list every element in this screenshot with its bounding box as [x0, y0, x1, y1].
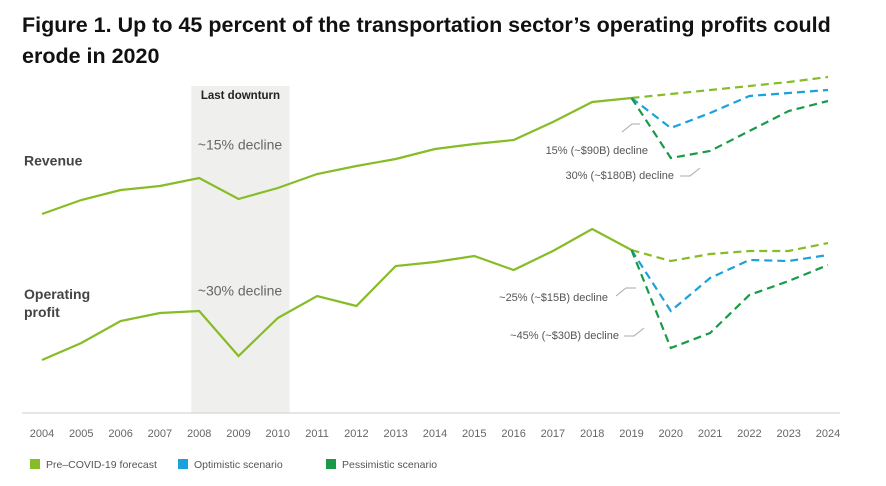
- legend-label: Optimistic scenario: [194, 459, 283, 471]
- annotation: ~25% (~$15B) decline: [499, 292, 608, 304]
- x-tick-label: 2007: [148, 428, 172, 440]
- series-line: [630, 88, 829, 130]
- x-tick-label: 2014: [423, 428, 447, 440]
- legend-swatch: [326, 459, 336, 469]
- series-line: [630, 249, 829, 313]
- series-line: [630, 249, 829, 350]
- x-tick-label: 2016: [501, 428, 525, 440]
- x-tick-label: 2022: [737, 428, 761, 440]
- legend-label: Pessimistic scenario: [342, 459, 437, 471]
- series-line: [41, 227, 633, 362]
- x-tick-label: 2020: [659, 428, 683, 440]
- annotation: 15% (~$90B) decline: [546, 145, 648, 157]
- downturn-band: [191, 86, 290, 413]
- annotation: 30% (~$180B) decline: [565, 170, 674, 182]
- legend-swatch: [30, 459, 40, 469]
- legend-label: Pre–COVID-19 forecast: [46, 459, 157, 471]
- series-line: [41, 96, 632, 216]
- x-tick-label: 2023: [776, 428, 800, 440]
- leader: [615, 287, 636, 297]
- legend-swatch: [178, 459, 188, 469]
- x-tick-label: 2015: [462, 428, 486, 440]
- leader: [621, 123, 640, 133]
- leader: [624, 327, 645, 337]
- x-tick-label: 2008: [187, 428, 211, 440]
- x-tick-label: 2017: [541, 428, 565, 440]
- x-tick-label: 2024: [816, 428, 840, 440]
- annotation: ~30% decline: [198, 283, 283, 299]
- x-tick-label: 2004: [30, 428, 54, 440]
- downturn-layer: Last downturn: [191, 86, 290, 413]
- x-tick-label: 2011: [305, 428, 329, 440]
- x-tick-label: 2012: [344, 428, 368, 440]
- annotation: ~15% decline: [198, 137, 283, 153]
- series-line: [631, 75, 829, 100]
- chart-title: Figure 1. Up to 45 percent of the transp…: [22, 13, 831, 68]
- x-tick-label: 2021: [698, 428, 722, 440]
- row-label: Revenue: [24, 153, 83, 169]
- x-tick-label: 2009: [226, 428, 250, 440]
- x-tick-label: 2005: [69, 428, 93, 440]
- leader: [680, 167, 701, 177]
- downturn-label: Last downturn: [201, 90, 280, 102]
- x-tick-label: 2010: [266, 428, 290, 440]
- series-line: [630, 97, 829, 160]
- x-tick-label: 2019: [619, 428, 643, 440]
- x-tick-label: 2013: [383, 428, 407, 440]
- series-line: [631, 241, 829, 263]
- row-label: Operating profit: [24, 286, 91, 320]
- x-tick-label: 2006: [108, 428, 132, 440]
- annotation: ~45% (~$30B) decline: [510, 330, 619, 342]
- x-tick-label: 2018: [580, 428, 604, 440]
